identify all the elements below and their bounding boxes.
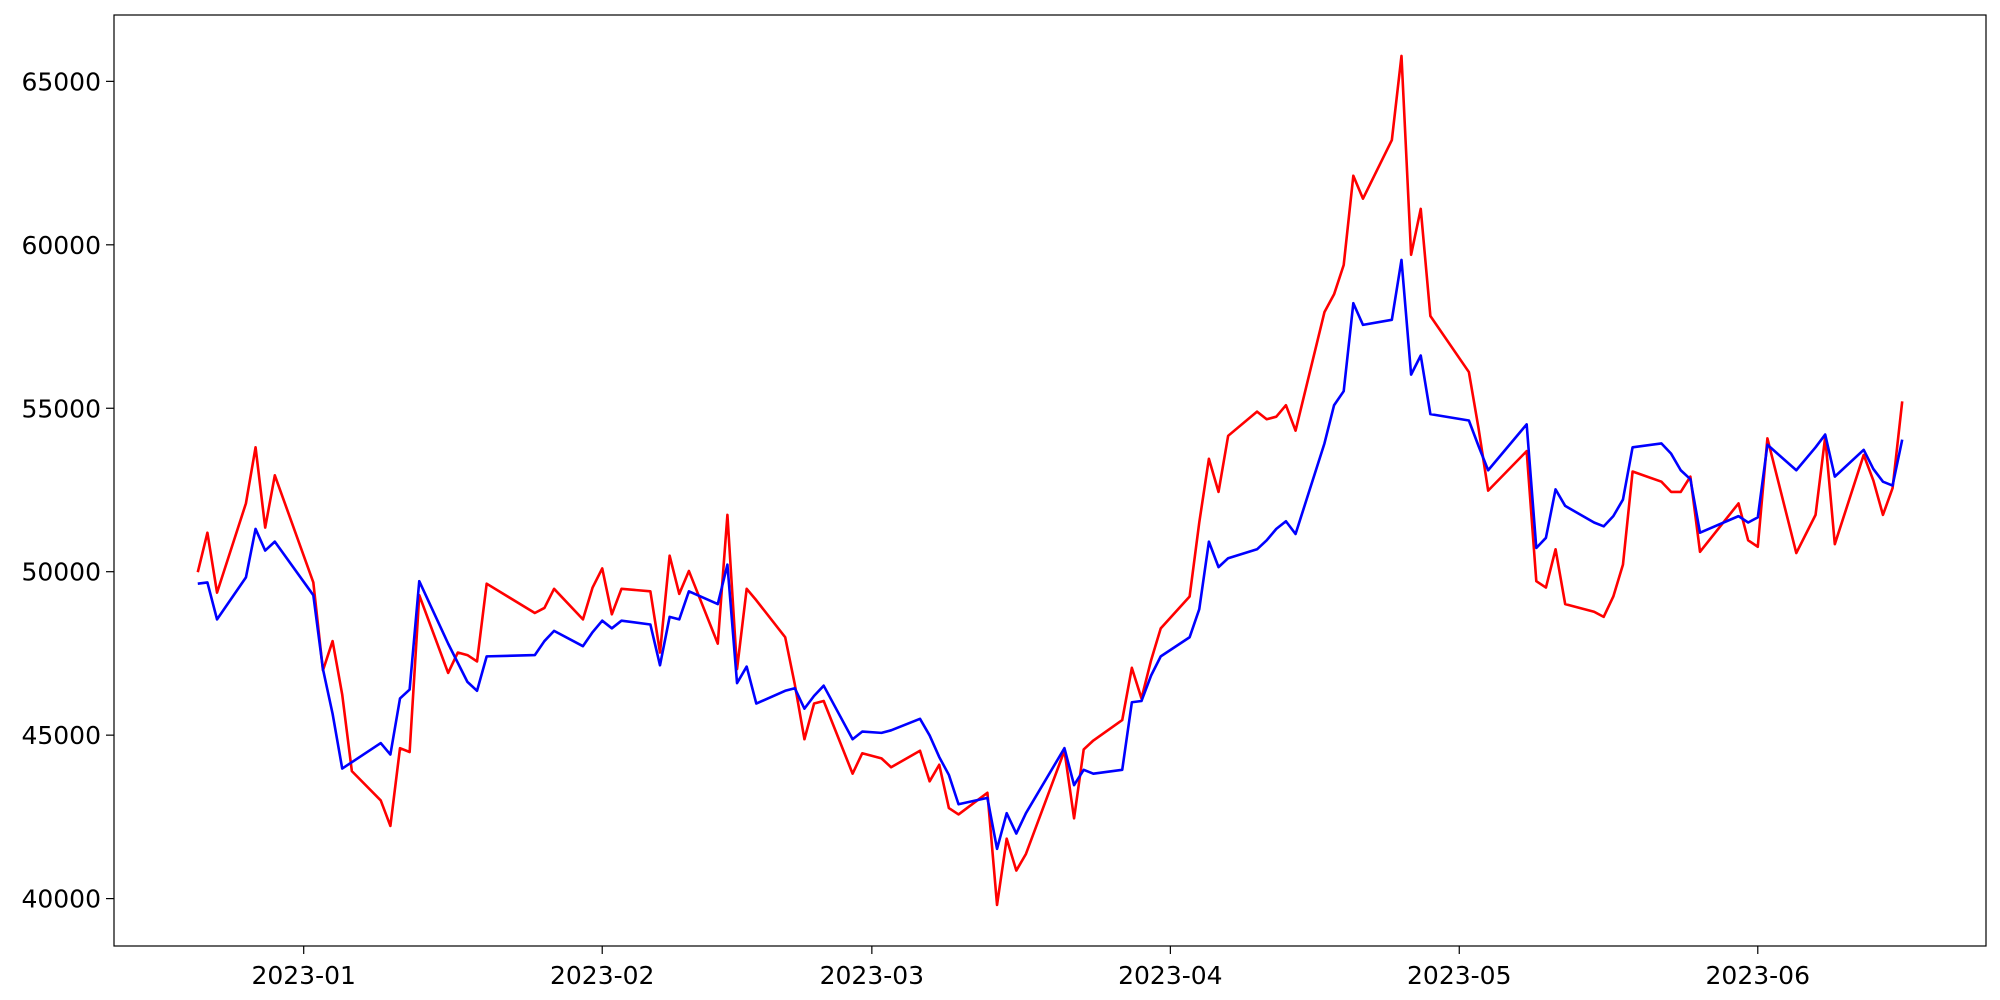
series-line	[197, 258, 1904, 851]
y-tick-label: 60000	[21, 231, 101, 260]
x-tick-label: 2023-01	[251, 961, 355, 990]
x-tick-label: 2023-04	[1118, 961, 1222, 990]
x-tick-label: 2023-03	[820, 961, 924, 990]
y-tick-label: 50000	[21, 558, 101, 587]
y-tick-label: 40000	[21, 885, 101, 914]
x-tick-label: 2023-05	[1407, 961, 1511, 990]
y-tick-label: 45000	[21, 721, 101, 750]
x-tick-label: 2023-06	[1706, 961, 1810, 990]
plot-frame	[113, 14, 1987, 947]
x-tick-label: 2023-02	[550, 961, 654, 990]
y-tick-label: 55000	[21, 394, 101, 423]
y-tick-label: 65000	[21, 67, 101, 96]
series-line	[196, 54, 1904, 907]
